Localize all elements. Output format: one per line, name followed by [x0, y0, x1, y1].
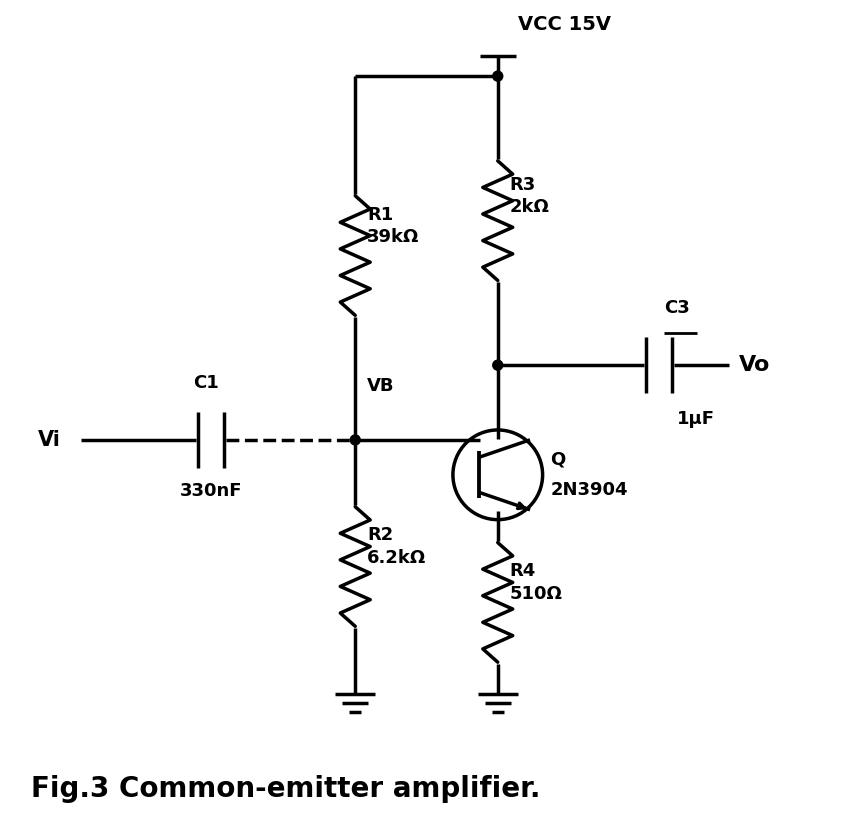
Text: R3
2kΩ: R3 2kΩ — [510, 175, 550, 215]
Text: C1: C1 — [193, 374, 218, 392]
Circle shape — [350, 435, 360, 445]
Circle shape — [493, 71, 502, 81]
Text: 330nF: 330nF — [179, 482, 242, 500]
Text: Vi: Vi — [38, 430, 61, 450]
Text: R4
510Ω: R4 510Ω — [510, 562, 563, 603]
Text: Fig.3 Common-emitter amplifier.: Fig.3 Common-emitter amplifier. — [31, 775, 541, 802]
Text: 1μF: 1μF — [677, 410, 715, 428]
Text: Q: Q — [551, 451, 566, 469]
Text: VB: VB — [367, 377, 394, 395]
Text: C3: C3 — [664, 299, 690, 317]
Text: R2
6.2kΩ: R2 6.2kΩ — [367, 527, 427, 567]
Text: 2N3904: 2N3904 — [551, 481, 628, 498]
Text: R1
39kΩ: R1 39kΩ — [367, 205, 420, 245]
Text: VCC 15V: VCC 15V — [518, 15, 610, 34]
Circle shape — [493, 360, 502, 370]
Text: Vo: Vo — [739, 355, 770, 375]
